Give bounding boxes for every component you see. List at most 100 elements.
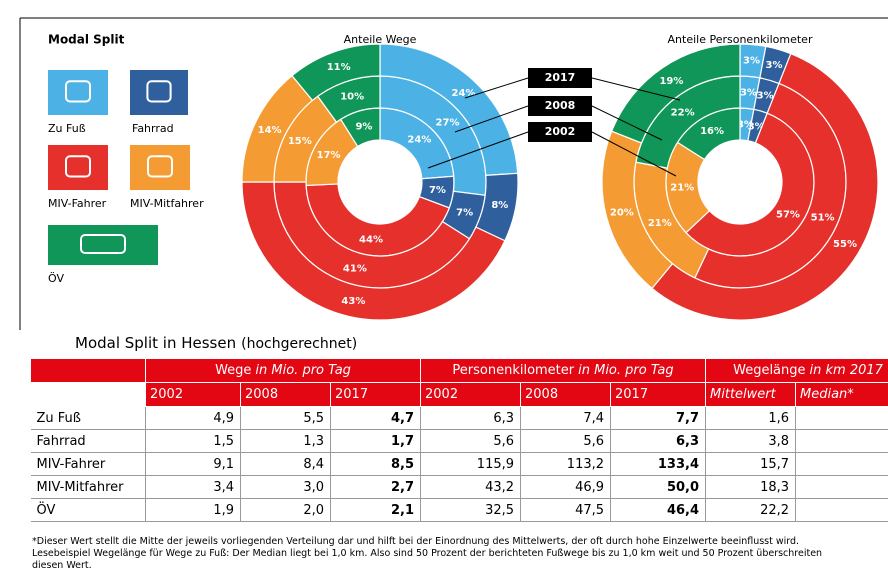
value-label: 3% xyxy=(737,119,754,130)
value-label: 19% xyxy=(659,76,683,87)
table-cell: 1,3 xyxy=(240,429,331,453)
legend-icon xyxy=(48,145,108,190)
value-label: 24% xyxy=(452,88,476,99)
chart-title: Anteile Wege xyxy=(344,33,417,46)
icon-glyph xyxy=(65,80,91,103)
value-label: 9% xyxy=(355,121,372,132)
column-header: 2017 xyxy=(610,382,707,407)
table-cell: 9, xyxy=(795,498,888,522)
icon-glyph xyxy=(80,234,126,254)
group-name: Wegelänge xyxy=(733,363,806,378)
legend-label: MIV-Fahrer xyxy=(48,197,107,210)
value-label: 43% xyxy=(341,296,365,307)
table-cell: 47,5 xyxy=(520,498,612,522)
footnote-line: *Dieser Wert stellt die Mitte der jeweil… xyxy=(32,536,800,547)
column-header: 2002 xyxy=(420,382,522,407)
header-row: 2002 2008 2017 2002 2008 2017 Mittelwert Median… xyxy=(30,382,888,407)
donut-segment xyxy=(241,181,506,321)
table-cell: 43,2 xyxy=(420,475,522,499)
value-label: 11% xyxy=(327,62,351,73)
table-cell: 46,4 xyxy=(610,498,707,522)
year-box xyxy=(528,68,592,88)
table-cell: 22,2 xyxy=(705,498,797,522)
group-name: Wege xyxy=(215,363,252,378)
table-cell: 6, xyxy=(795,475,888,499)
table-cell: 113,2 xyxy=(520,452,612,476)
table-cell: 9,1 xyxy=(145,452,241,476)
icon-glyph xyxy=(147,155,173,178)
value-label: 10% xyxy=(340,91,364,102)
value-label: 7% xyxy=(429,185,446,196)
value-label: 20% xyxy=(610,207,634,218)
legend-title: Modal Split xyxy=(48,33,125,47)
value-label: 3% xyxy=(748,121,765,132)
year-box xyxy=(528,96,592,116)
table-cell: 1,6 xyxy=(705,406,797,430)
value-label: 57% xyxy=(776,210,800,221)
value-label: 21% xyxy=(648,218,672,229)
group-unit: in Mio. pro Tag xyxy=(255,363,351,378)
group-header: Wege in Mio. pro Tag xyxy=(144,358,422,383)
header-row: Wege in Mio. pro Tag Personenkilometer in M… xyxy=(30,358,888,383)
footnote-line: Lesebeispiel Wegelänge für Wege zu Fuß: … xyxy=(32,548,823,559)
donut-segment xyxy=(610,43,741,144)
group-unit: in Mio. pro Tag xyxy=(578,363,674,378)
table-title-text: Modal Split in Hessen xyxy=(75,334,237,352)
table-cell: 1,5 xyxy=(145,429,241,453)
header-cell xyxy=(30,358,146,383)
table-cell: 1,7 xyxy=(330,429,422,453)
value-label: 15% xyxy=(288,136,312,147)
table-cell: 4,9 xyxy=(145,406,241,430)
legend-label: Zu Fuß xyxy=(48,122,86,135)
table-cell: 7,7 xyxy=(610,406,707,430)
table: Wege in Mio. pro Tag Personenkilometer in M… xyxy=(30,358,888,522)
table-cell: ÖV xyxy=(30,498,146,522)
table-cell: 2, xyxy=(795,429,888,453)
charts: Modal Split Zu Fuß Fahrrad MIV-Fahrer MIV-M… xyxy=(19,17,888,330)
donut-segment xyxy=(291,43,381,102)
table-row: ÖV1,92,02,132,547,546,422,29, xyxy=(30,498,888,522)
group-unit: in km 2017 xyxy=(809,363,883,378)
table-cell: 46,9 xyxy=(520,475,612,499)
legend-icon xyxy=(48,225,158,265)
icon-glyph xyxy=(65,155,91,178)
value-label: 24% xyxy=(407,134,431,145)
chart-title: Anteile Personenkilometer xyxy=(668,33,813,46)
legend-icon xyxy=(130,145,190,190)
table-cell: 3,8 xyxy=(705,429,797,453)
value-label: 3% xyxy=(757,91,774,102)
value-label: 27% xyxy=(436,117,460,128)
column-header: 2002 xyxy=(145,382,241,407)
table-cell: 6, xyxy=(795,452,888,476)
table-cell: 15,7 xyxy=(705,452,797,476)
group-header: Personenkilometer in Mio. pro Tag xyxy=(420,358,707,383)
table-cell: 115,9 xyxy=(420,452,522,476)
value-label: 51% xyxy=(811,213,835,224)
value-label: 16% xyxy=(700,126,724,137)
value-label: 7% xyxy=(456,207,473,218)
value-label: 44% xyxy=(359,234,383,245)
header-cell xyxy=(30,382,146,407)
year-label: 2017 xyxy=(545,71,576,84)
legend-icon xyxy=(130,70,188,115)
table-cell: MIV-Fahrer xyxy=(30,452,146,476)
table-subtitle: (hochgerechnet) xyxy=(241,336,358,352)
year-label: 2008 xyxy=(545,99,576,112)
value-label: 8% xyxy=(491,200,508,211)
table-cell: 133,4 xyxy=(610,452,707,476)
value-label: 55% xyxy=(833,239,857,250)
value-label: 3% xyxy=(743,56,760,67)
table-cell: 18,3 xyxy=(705,475,797,499)
legend-label: Fahrrad xyxy=(132,122,174,135)
donut-segment xyxy=(651,52,879,321)
table-cell: 32,5 xyxy=(420,498,522,522)
table-cell: 50,0 xyxy=(610,475,707,499)
year-label: 2002 xyxy=(545,125,576,138)
icon-glyph xyxy=(146,80,172,103)
group-name: Personenkilometer xyxy=(452,363,575,378)
table-cell: 1,9 xyxy=(145,498,241,522)
